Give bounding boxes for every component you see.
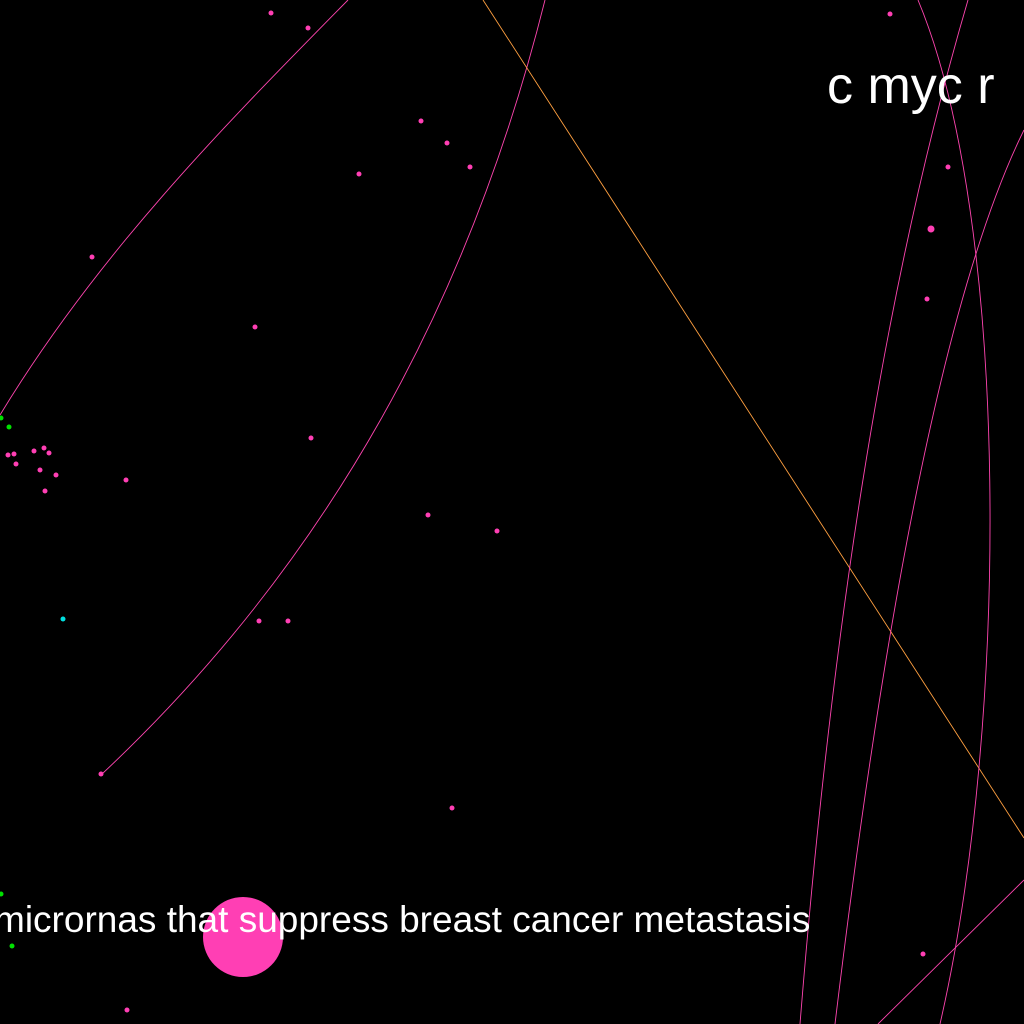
graph-node-1[interactable] bbox=[268, 10, 274, 16]
graph-node-21[interactable] bbox=[37, 467, 43, 473]
graph-node-15[interactable] bbox=[5, 452, 11, 458]
graph-node-12[interactable] bbox=[252, 324, 258, 330]
graph-node-28[interactable] bbox=[98, 771, 104, 777]
graph-node-6[interactable] bbox=[467, 164, 473, 170]
graph-node-23[interactable] bbox=[42, 488, 48, 494]
graph-edge-2 bbox=[101, 0, 546, 775]
graph-node-19[interactable] bbox=[46, 450, 52, 456]
graph-node-11[interactable] bbox=[89, 254, 95, 260]
graph-node-36[interactable] bbox=[9, 943, 15, 949]
graph-node-4[interactable] bbox=[418, 118, 424, 124]
graph-node-16[interactable] bbox=[11, 451, 17, 457]
cluster-label-micrornas: micrornas that suppress breast cancer me… bbox=[0, 899, 811, 940]
graph-edge-3 bbox=[482, 0, 1024, 839]
graph-node-hub[interactable] bbox=[203, 897, 283, 977]
graph-node-2[interactable] bbox=[305, 25, 311, 31]
graph-edge-1 bbox=[0, 0, 349, 416]
graph-node-5[interactable] bbox=[444, 140, 450, 146]
graph-nodes bbox=[0, 10, 951, 1013]
graph-edge-5 bbox=[834, 129, 1024, 1024]
graph-edge-6 bbox=[917, 0, 991, 1024]
graph-node-31[interactable] bbox=[124, 1007, 130, 1013]
graph-node-30[interactable] bbox=[920, 951, 926, 957]
cluster-label-c-myc: c myc r bbox=[827, 57, 995, 115]
graph-edge-4 bbox=[799, 0, 969, 1024]
graph-edge-7 bbox=[877, 879, 1024, 1024]
graph-node-24[interactable] bbox=[425, 512, 431, 518]
graph-node-10[interactable] bbox=[924, 296, 930, 302]
graph-node-26[interactable] bbox=[256, 618, 262, 624]
graph-node-13[interactable] bbox=[308, 435, 314, 441]
graph-node-3[interactable] bbox=[887, 11, 893, 17]
graph-node-17[interactable] bbox=[31, 448, 37, 454]
graph-node-7[interactable] bbox=[356, 171, 362, 177]
graph-node-35[interactable] bbox=[0, 891, 4, 897]
graph-node-25[interactable] bbox=[494, 528, 500, 534]
graph-node-9[interactable] bbox=[927, 225, 935, 233]
graph-node-33[interactable] bbox=[0, 415, 4, 421]
graph-node-22[interactable] bbox=[53, 472, 59, 478]
graph-node-37[interactable] bbox=[60, 616, 66, 622]
graph-node-34[interactable] bbox=[6, 424, 12, 430]
graph-node-29[interactable] bbox=[449, 805, 455, 811]
graph-node-8[interactable] bbox=[945, 164, 951, 170]
graph-node-27[interactable] bbox=[285, 618, 291, 624]
graph-node-18[interactable] bbox=[41, 445, 47, 451]
graph-node-20[interactable] bbox=[13, 461, 19, 467]
graph-node-14[interactable] bbox=[123, 477, 129, 483]
